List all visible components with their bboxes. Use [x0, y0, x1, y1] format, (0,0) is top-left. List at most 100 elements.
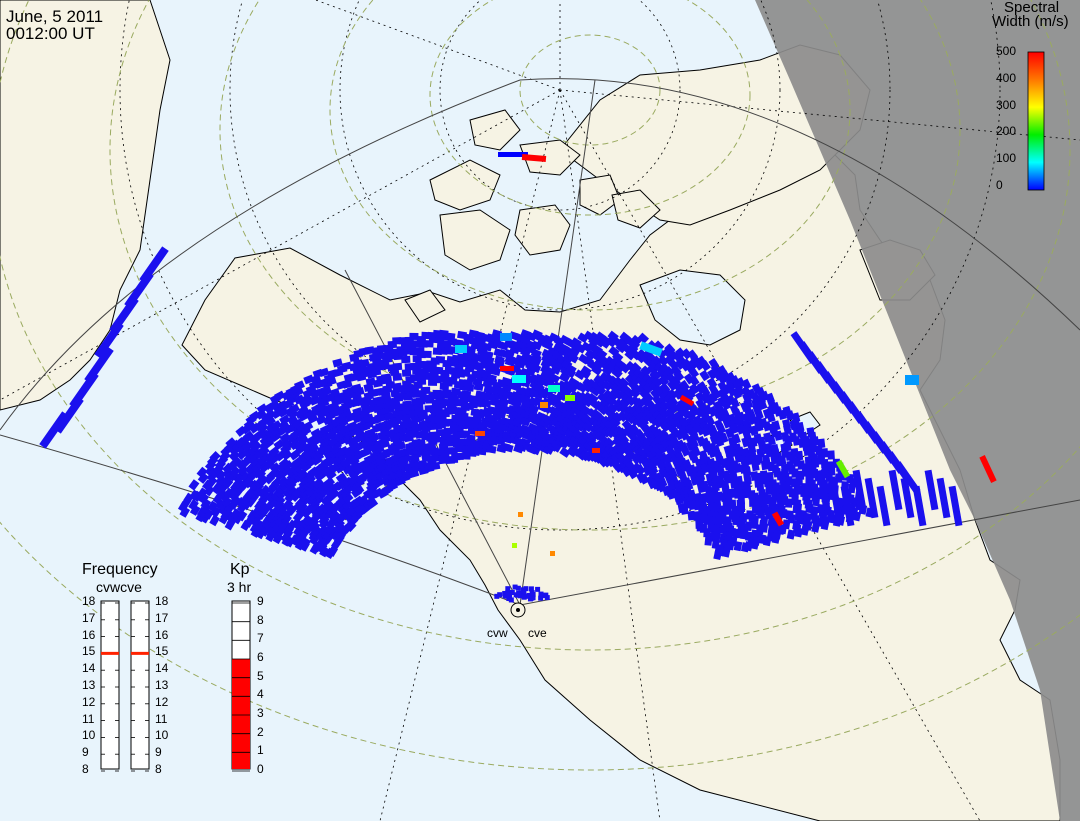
radar-echo-cell: [293, 380, 305, 391]
radar-echo-cell: [548, 385, 560, 392]
radar-echo-cell: [629, 387, 641, 399]
radar-echo-cell: [351, 383, 362, 393]
radar-echo-cell: [679, 417, 690, 429]
radar-echo-cell: [558, 372, 571, 383]
radar-echo-cell: [466, 434, 476, 443]
header-date: June, 5 2011: [6, 7, 104, 26]
radar-echo-cell: [322, 499, 335, 511]
radar-echo-cell: [704, 415, 716, 427]
radar-echo-cell: [577, 332, 589, 344]
radar-echo-cell: [658, 408, 670, 420]
kp-level-label: 7: [257, 631, 264, 646]
radar-echo-cell: [611, 351, 624, 363]
radar-echo-cell: [673, 370, 685, 382]
radar-echo-cell: [312, 478, 324, 490]
radar-echo-cell: [592, 448, 600, 453]
radar-echo-cell: [900, 477, 915, 519]
radar-echo-cell: [39, 411, 69, 449]
radar-echo-cell: [277, 475, 290, 488]
radar-echo-cell: [342, 492, 354, 504]
frequency-bar-cve: [130, 600, 150, 770]
radar-echo-cell: [979, 455, 997, 483]
radar-echo-cell: [528, 586, 534, 592]
radar-echo-cell: [611, 367, 623, 379]
radar-echo-cell: [657, 355, 669, 367]
radar-echo-cell: [542, 444, 555, 455]
radar-echo-cell: [300, 537, 311, 549]
radar-echo-cell: [685, 388, 696, 400]
radar-echo-cell: [707, 368, 718, 380]
radar-echo-cell: [189, 504, 201, 516]
radar-echo-cell: [198, 492, 210, 505]
radar-echo-cell: [230, 508, 242, 520]
radar-echo-cell: [757, 399, 768, 411]
arctic-island-1: [429, 159, 501, 211]
radar-echo-cell: [720, 399, 732, 411]
radar-echo-cell: [550, 551, 555, 556]
radar-echo-cell: [586, 431, 598, 443]
radar-echo-cell: [521, 594, 527, 600]
arctic-island-4: [469, 109, 521, 151]
radar-echo-cell: [515, 585, 521, 591]
magnetic-grid: [0, 0, 1080, 771]
radar-echo-cell: [737, 502, 746, 513]
radar-echo-cell: [609, 416, 621, 429]
radar-echo-cell: [548, 373, 561, 384]
radar-echo-cell: [295, 421, 307, 432]
radar-echo-cell: [230, 456, 243, 468]
radar-echo-cell: [603, 437, 615, 449]
radar-echo-cell: [207, 500, 219, 512]
radar-echo-cell: [278, 457, 291, 469]
hudson-bay: [639, 269, 746, 346]
arctic-island-6: [579, 174, 621, 216]
frequency-level-label: 16: [155, 627, 169, 642]
frequency-level-label: 17: [155, 610, 169, 625]
radar-echo-cell: [864, 477, 879, 519]
radar-echo-cell: [912, 485, 927, 527]
radar-echo-cell: [281, 449, 293, 461]
kp-panel-bar: [231, 600, 251, 772]
radar-echo-cell: [200, 498, 212, 510]
radar-echo-cell: [693, 359, 705, 371]
radar-echo-cell: [521, 589, 527, 595]
radar-echo-cell: [750, 471, 759, 481]
frequency-level-label: 9: [82, 745, 89, 760]
radar-echo-cell: [747, 414, 758, 425]
radar-echo-cell: [743, 398, 754, 410]
radar-site-marker: [510, 602, 526, 618]
radar-echo-cell: [744, 541, 753, 552]
frequency-level-label: 13: [155, 678, 169, 692]
radar-echo-cell: [435, 355, 446, 364]
radar-echo-cell: [307, 442, 320, 454]
radar-echo-cell: [250, 440, 262, 452]
radar-echo-cell: [811, 522, 820, 533]
radar-echo-cell: [323, 476, 336, 488]
radar-echo-cell: [359, 358, 370, 368]
radar-echo-cell: [251, 466, 263, 479]
radar-echo-cell: [401, 369, 412, 377]
radar-echo-cell: [319, 546, 330, 558]
radar-echo-cell: [341, 499, 353, 511]
radar-echo-cell: [599, 397, 612, 409]
radar-echo-cell: [568, 346, 581, 358]
radar-echo-cell: [567, 352, 579, 364]
radar-echo-cell: [282, 459, 294, 472]
radar-echo-cell: [666, 388, 678, 401]
frequency-title: Frequency: [82, 561, 158, 578]
radar-echo-cell: [773, 430, 783, 441]
radar-echo-cell: [475, 431, 485, 436]
radar-echo-cell: [688, 375, 700, 387]
radar-echo-cell: [566, 382, 578, 394]
radar-echo-cell: [486, 373, 497, 383]
radar-echo-cell: [767, 435, 776, 446]
kp-level-label: 3: [257, 706, 264, 720]
radar-echo-cell: [288, 403, 300, 414]
radar-echo-cell: [750, 539, 760, 550]
kp-level-label: 5: [257, 668, 264, 683]
radar-echo-cell: [574, 369, 586, 381]
radar-echo-cell: [589, 385, 601, 397]
radar-echo-cell: [512, 543, 517, 548]
radar-echo-cell: [414, 403, 424, 412]
frequency-level-label: 15: [82, 644, 96, 659]
radar-echo-cell: [733, 528, 742, 539]
